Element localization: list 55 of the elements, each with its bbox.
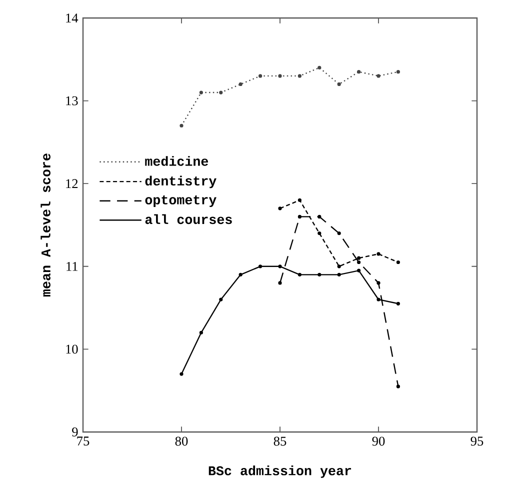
point xyxy=(396,302,400,306)
y-tick-label: 9 xyxy=(72,428,78,436)
point xyxy=(258,264,262,268)
point xyxy=(357,70,361,74)
legend-label: dentistry xyxy=(145,176,216,188)
x-tick-label: 80 xyxy=(175,436,188,446)
point xyxy=(278,264,282,268)
x-tick-label: 85 xyxy=(274,436,286,446)
point xyxy=(278,74,282,78)
point xyxy=(376,298,380,302)
point xyxy=(318,272,322,276)
point xyxy=(278,281,282,285)
point xyxy=(376,281,380,285)
point xyxy=(337,82,341,86)
y-tick-label: 14 xyxy=(66,14,78,22)
point xyxy=(376,74,380,78)
x-axis-title: BSc admission year xyxy=(208,466,352,478)
point xyxy=(357,256,361,260)
y-tick-label: 11 xyxy=(66,262,78,271)
point xyxy=(318,231,322,236)
point xyxy=(298,214,302,219)
y-tick-label: 10 xyxy=(66,344,78,354)
point xyxy=(337,264,341,268)
point xyxy=(357,268,361,272)
point xyxy=(180,372,184,376)
point xyxy=(318,214,322,219)
y-tick-label: 13 xyxy=(66,96,78,106)
legend-label: all courses xyxy=(145,214,232,224)
point xyxy=(278,206,282,210)
point xyxy=(298,198,302,202)
point xyxy=(219,90,223,94)
point xyxy=(337,272,341,276)
point xyxy=(357,260,361,264)
point xyxy=(318,66,322,70)
point xyxy=(219,298,223,302)
point xyxy=(238,272,242,276)
point xyxy=(337,231,341,236)
x-tick-label: 95 xyxy=(470,436,484,446)
point xyxy=(396,260,400,264)
legend-label: optometry xyxy=(145,195,216,208)
point xyxy=(298,74,302,78)
x-tick-label: 90 xyxy=(372,436,385,446)
point xyxy=(180,124,184,128)
point xyxy=(396,70,400,74)
point xyxy=(298,272,302,276)
point xyxy=(199,90,203,94)
y-axis-title: mean A-level score xyxy=(40,154,50,297)
point xyxy=(238,82,242,86)
point xyxy=(396,384,400,388)
point xyxy=(258,74,262,78)
y-tick-label: 12 xyxy=(66,179,78,188)
x-tick-label: 75 xyxy=(77,436,90,446)
legend-label: medicine xyxy=(145,156,208,166)
point xyxy=(199,330,203,334)
point xyxy=(376,252,380,256)
